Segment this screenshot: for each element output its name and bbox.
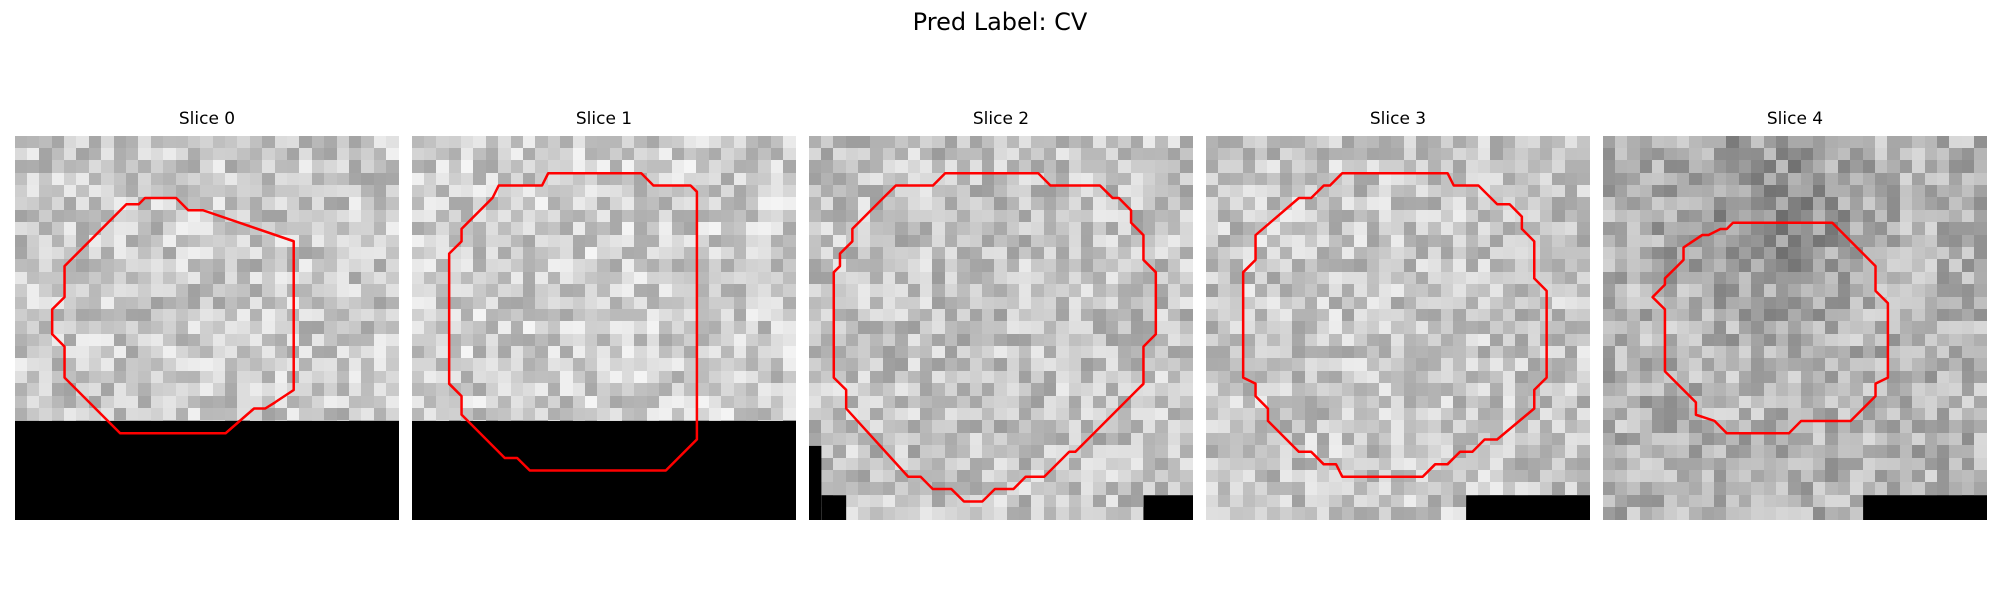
figure-title: Pred Label: CV: [912, 8, 1088, 36]
slice-title-4: Slice 4: [1766, 109, 1824, 129]
slice-title-3: Slice 3: [1369, 109, 1427, 129]
slice-grayscale-1: [412, 136, 796, 520]
slice-title-1: Slice 1: [575, 109, 633, 129]
slice-grayscale-3: [1206, 136, 1590, 520]
slice-image-1: [412, 136, 796, 520]
slice-grayscale-0: [15, 136, 399, 520]
slice-title-2: Slice 2: [972, 109, 1030, 129]
slice-panel-4: Slice 4: [1603, 108, 1987, 520]
slice-grayscale-2: [809, 136, 1193, 520]
slice-panel-1: Slice 1: [412, 108, 796, 520]
slice-panel-3: Slice 3: [1206, 108, 1590, 520]
slice-image-0: [15, 136, 399, 520]
slice-panel-2: Slice 2: [809, 108, 1193, 520]
slice-image-4: [1603, 136, 1987, 520]
slice-image-3: [1206, 136, 1590, 520]
slice-panel-0: Slice 0: [15, 108, 399, 520]
slice-image-2: [809, 136, 1193, 520]
slice-title-0: Slice 0: [178, 109, 236, 129]
slice-grayscale-4: [1603, 136, 1987, 520]
